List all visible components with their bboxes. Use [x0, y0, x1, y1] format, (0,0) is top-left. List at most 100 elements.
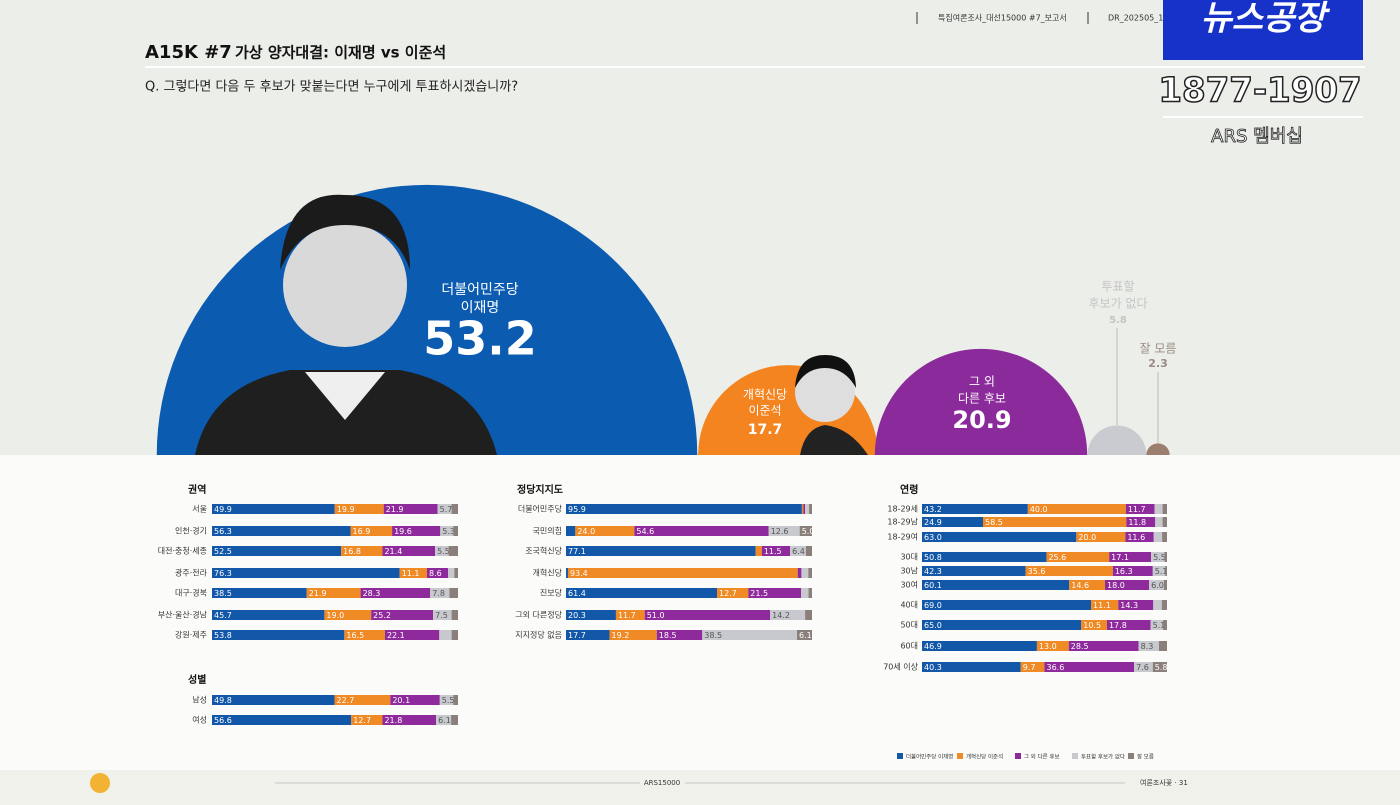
- row-label: 조국혁신당: [525, 546, 562, 556]
- bar-segment: [922, 580, 1070, 590]
- bar-segment: [334, 504, 384, 514]
- bar-segment: [566, 546, 756, 556]
- value-label: 28.3: [363, 589, 381, 598]
- value-label: 42.3: [924, 567, 942, 576]
- brand-box: [1163, 0, 1363, 60]
- legend-label: 더불어민주당 이재명: [906, 753, 953, 761]
- bar-segment: [566, 588, 718, 598]
- row-label: 대구·경북: [175, 588, 207, 598]
- bar-segment: [799, 526, 812, 536]
- bar-segment: [797, 568, 802, 578]
- bar-segment: [801, 568, 809, 578]
- value-label: 11.8: [1128, 518, 1146, 527]
- value-label: 18.5: [659, 631, 677, 640]
- question: Q. 그렇다면 다음 두 후보가 맞붙는다면 누구에게 투표하시겠습니까?: [145, 80, 518, 95]
- value-label: 19.0: [326, 611, 344, 620]
- bar-segment: [324, 610, 372, 620]
- value-label: 25.6: [1048, 553, 1066, 562]
- bar-segment: [360, 588, 431, 598]
- value-label: 11.6: [1127, 533, 1145, 542]
- bar-segment: [748, 588, 802, 598]
- bubble-value: 5.8: [1109, 315, 1127, 326]
- row-label: 40대: [900, 601, 918, 610]
- legend-label: 잘 모름: [1137, 753, 1154, 761]
- row-label: 남성: [192, 696, 207, 705]
- value-label: 5.8: [1155, 663, 1168, 672]
- value-label: 49.8: [214, 696, 232, 705]
- bar-segment: [1134, 662, 1153, 672]
- bar-segment: [922, 552, 1047, 562]
- value-label: 50.8: [924, 553, 942, 562]
- value-label: 43.2: [924, 505, 942, 514]
- footer-right: 여론조사꽃 · 31: [1140, 778, 1188, 787]
- bar-segment: [1149, 580, 1164, 590]
- row-label: 18-29남: [887, 518, 918, 527]
- bar-segment: [1158, 641, 1167, 651]
- value-label: 19.9: [337, 505, 355, 514]
- row-label: 30대: [900, 553, 918, 562]
- row-label: 50대: [900, 621, 918, 630]
- value-label: 5.5: [437, 547, 450, 556]
- value-label: 22.7: [337, 696, 355, 705]
- value-label: 8.6: [429, 569, 442, 578]
- row-label: 부산·울산·경남: [158, 610, 208, 620]
- bar-segment: [212, 504, 335, 514]
- value-label: 9.7: [1023, 663, 1036, 672]
- bar-segment: [453, 695, 458, 705]
- phone: 1877-1907: [1158, 71, 1361, 111]
- value-label: 5.3: [442, 527, 455, 536]
- value-label: 46.9: [924, 642, 942, 651]
- value-label: 76.3: [214, 569, 232, 578]
- bubble-label: 투표할: [1101, 280, 1134, 294]
- bar-segment: [306, 588, 361, 598]
- row-label: 광주·전라: [175, 568, 208, 578]
- bar-segment: [575, 526, 635, 536]
- overlay-sub: ARS 멤버십: [1211, 126, 1303, 147]
- bar-segment: [1152, 662, 1167, 672]
- value-label: 11.1: [402, 569, 420, 578]
- bar-segment: [922, 532, 1077, 542]
- bar-segment: [433, 610, 452, 620]
- value-label: 56.6: [214, 716, 232, 725]
- brand: 뉴스공장: [1200, 0, 1330, 39]
- bar-segment: [805, 610, 812, 620]
- bar-segment: [1163, 580, 1167, 590]
- value-label: 12.7: [353, 716, 371, 725]
- bubble-value: 2.3: [1148, 357, 1168, 370]
- value-label: 21.9: [386, 505, 404, 514]
- bar-segment: [1163, 620, 1167, 630]
- panel-title: 권역: [188, 483, 206, 496]
- bubble-label: 개혁신당: [743, 388, 787, 402]
- bar-segment: [566, 504, 802, 514]
- row-label: 강원·제주: [175, 630, 207, 640]
- bar-segment: [922, 566, 1026, 576]
- bar-segment: [1152, 566, 1166, 576]
- bar-segment: [212, 610, 325, 620]
- bar-segment: [922, 600, 1092, 610]
- bar-segment: [1126, 517, 1156, 527]
- bar-segment: [382, 715, 437, 725]
- bar-segment: [803, 504, 806, 514]
- bar-segment: [392, 526, 441, 536]
- bar-segment: [449, 588, 458, 598]
- row-label: 70세 이상: [883, 662, 918, 672]
- bar-segment: [770, 610, 806, 620]
- bar-segment: [437, 504, 452, 514]
- bar-segment: [566, 630, 610, 640]
- slide-title: 가상 양자대결: 이재명 vs 이준석: [235, 44, 446, 62]
- value-label: 12.6: [771, 527, 789, 536]
- value-label: 6.0: [1151, 581, 1164, 590]
- value-label: 45.7: [214, 611, 232, 620]
- bar-segment: [922, 517, 984, 527]
- bar-segment: [1106, 620, 1151, 630]
- value-label: 24.0: [577, 527, 595, 536]
- bar-segment: [567, 568, 798, 578]
- value-label: 6.1: [799, 631, 812, 640]
- bar-segment: [436, 715, 452, 725]
- value-label: 11.7: [1128, 505, 1146, 514]
- bar-segment: [1091, 600, 1119, 610]
- bar-segment: [1076, 532, 1126, 542]
- value-label: 14.6: [1071, 581, 1089, 590]
- bar-segment: [453, 526, 458, 536]
- bar-segment: [435, 546, 449, 556]
